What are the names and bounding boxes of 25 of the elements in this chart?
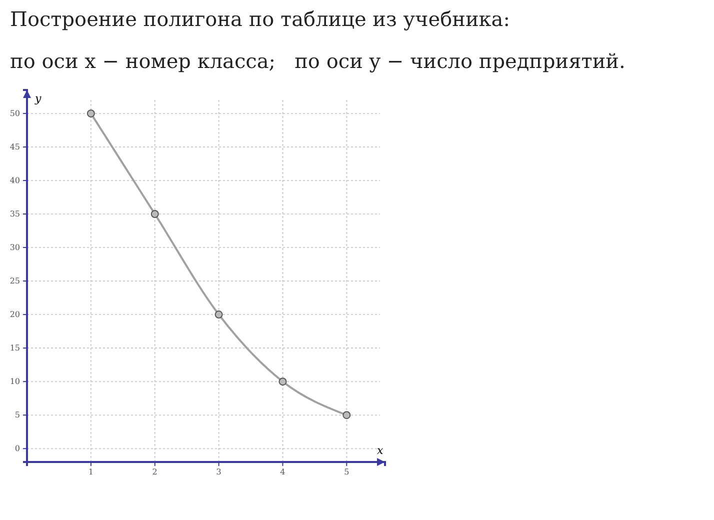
point (342, 411, 351, 420)
point (86, 109, 95, 118)
y-tick-label: 0 (14, 444, 20, 454)
point (278, 378, 287, 386)
point (150, 210, 159, 218)
y-tick-label: 30 (10, 243, 20, 252)
x-tick-label: 1 (88, 468, 94, 477)
y-tick-label: 5 (14, 410, 20, 420)
y-axis-title: y (34, 92, 42, 105)
chart-subtitle: по оси x − номер класса; по оси y − число предприятий. (10, 49, 626, 73)
x-tick-label: 2 (152, 468, 158, 477)
y-tick-label: 25 (10, 276, 20, 286)
y-tick-label: 45 (10, 142, 20, 152)
chart-title: Построение полигона по таблице из учебника: (10, 7, 510, 31)
y-tick-label: 10 (10, 377, 20, 386)
y-tick-label: 35 (10, 210, 20, 219)
point (214, 310, 223, 319)
y-tick-label: 40 (10, 176, 20, 186)
y-tick-label: 20 (10, 310, 20, 320)
y-tick-label: 50 (10, 109, 20, 118)
x-tick-label: 3 (216, 468, 222, 477)
x-tick-label: 4 (280, 468, 286, 477)
x-tick-label: 5 (344, 468, 350, 477)
y-tick-label: 15 (10, 344, 20, 353)
x-axis-title: x (377, 444, 384, 457)
